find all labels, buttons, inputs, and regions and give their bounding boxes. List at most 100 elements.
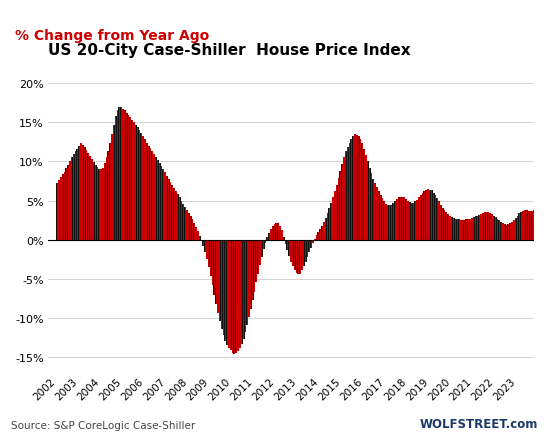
Bar: [206, 240, 208, 260]
Bar: [355, 135, 356, 240]
Bar: [64, 172, 65, 240]
Bar: [232, 240, 233, 353]
Bar: [98, 170, 100, 240]
Bar: [255, 240, 257, 283]
Bar: [460, 221, 462, 240]
Bar: [111, 135, 113, 240]
Bar: [110, 144, 111, 240]
Bar: [281, 231, 283, 240]
Bar: [493, 216, 495, 240]
Bar: [91, 160, 93, 240]
Bar: [186, 210, 188, 240]
Bar: [502, 224, 504, 240]
Bar: [303, 240, 305, 267]
Bar: [159, 164, 160, 240]
Bar: [322, 226, 323, 240]
Bar: [65, 168, 68, 240]
Bar: [528, 211, 529, 240]
Bar: [155, 158, 156, 240]
Bar: [210, 240, 212, 276]
Bar: [517, 216, 518, 240]
Bar: [389, 206, 390, 240]
Bar: [104, 164, 106, 240]
Bar: [94, 165, 97, 240]
Bar: [451, 217, 452, 240]
Bar: [363, 149, 365, 240]
Bar: [237, 240, 239, 352]
Bar: [294, 240, 296, 270]
Bar: [414, 202, 416, 240]
Bar: [362, 144, 363, 240]
Bar: [371, 174, 372, 240]
Bar: [393, 204, 394, 240]
Bar: [332, 198, 334, 240]
Bar: [522, 211, 524, 240]
Bar: [272, 227, 273, 240]
Bar: [227, 240, 228, 345]
Bar: [497, 219, 498, 240]
Bar: [477, 216, 478, 240]
Bar: [137, 128, 138, 240]
Bar: [225, 240, 226, 341]
Bar: [469, 219, 470, 240]
Bar: [323, 222, 324, 240]
Bar: [468, 220, 469, 240]
Bar: [257, 240, 259, 274]
Bar: [384, 202, 385, 240]
Bar: [529, 211, 531, 240]
Bar: [336, 185, 337, 240]
Bar: [102, 168, 104, 240]
Bar: [542, 210, 544, 240]
Bar: [212, 240, 213, 286]
Bar: [447, 214, 449, 240]
Bar: [316, 236, 318, 240]
Bar: [395, 202, 396, 240]
Bar: [93, 163, 94, 240]
Bar: [413, 204, 414, 240]
Bar: [245, 240, 246, 332]
Bar: [539, 209, 540, 240]
Bar: [504, 225, 506, 240]
Bar: [277, 224, 279, 240]
Bar: [221, 240, 222, 329]
Bar: [425, 190, 427, 240]
Bar: [272, 227, 274, 240]
Bar: [485, 212, 488, 240]
Bar: [62, 174, 64, 240]
Bar: [130, 118, 131, 240]
Bar: [148, 146, 149, 240]
Bar: [236, 240, 237, 354]
Bar: [409, 203, 411, 240]
Bar: [252, 240, 254, 300]
Bar: [292, 240, 294, 266]
Bar: [360, 140, 361, 240]
Bar: [75, 152, 76, 240]
Bar: [442, 208, 444, 240]
Bar: [508, 225, 509, 240]
Bar: [93, 163, 95, 240]
Bar: [126, 114, 127, 240]
Bar: [358, 137, 360, 240]
Bar: [299, 240, 301, 274]
Bar: [146, 143, 147, 240]
Bar: [217, 240, 219, 313]
Bar: [119, 108, 120, 240]
Bar: [469, 219, 471, 240]
Bar: [155, 158, 157, 240]
Bar: [360, 140, 361, 240]
Bar: [305, 240, 306, 262]
Bar: [479, 215, 480, 240]
Bar: [387, 206, 389, 240]
Bar: [316, 236, 317, 240]
Bar: [480, 214, 481, 240]
Bar: [183, 204, 184, 240]
Bar: [204, 240, 206, 253]
Bar: [67, 165, 69, 240]
Bar: [208, 240, 210, 268]
Bar: [400, 197, 401, 240]
Bar: [436, 199, 438, 240]
Bar: [261, 240, 262, 257]
Bar: [513, 221, 514, 240]
Bar: [458, 220, 460, 240]
Bar: [380, 196, 381, 240]
